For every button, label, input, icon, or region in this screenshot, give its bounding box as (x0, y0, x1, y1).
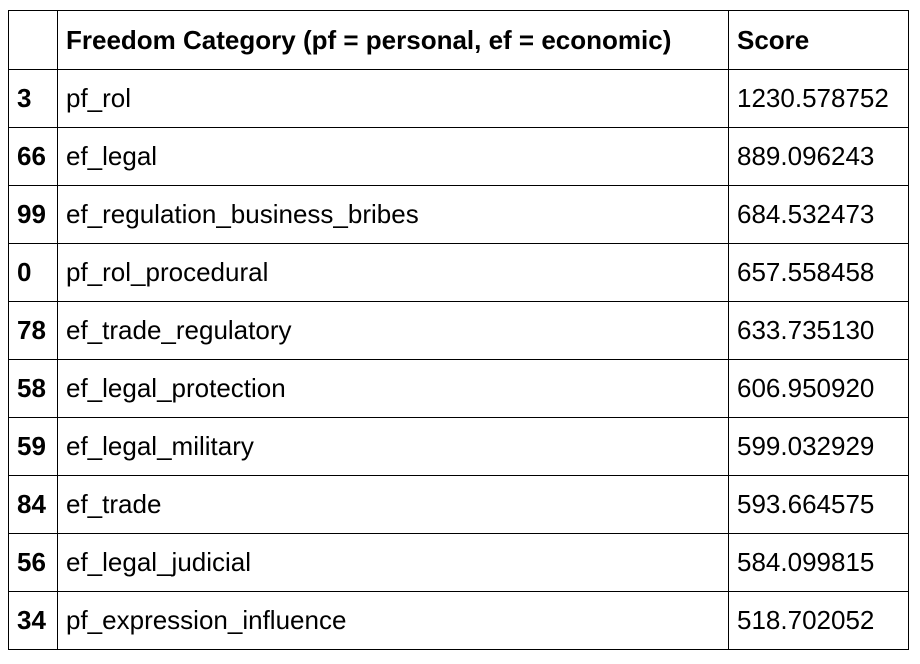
score-header: Score (728, 10, 909, 70)
row-score: 593.664575 (728, 475, 909, 534)
table-row: 59 ef_legal_military 599.032929 (8, 417, 909, 476)
row-score: 584.099815 (728, 533, 909, 592)
row-category: ef_legal_protection (57, 359, 729, 418)
table-row: 56 ef_legal_judicial 584.099815 (8, 533, 909, 592)
table-row: 34 pf_expression_influence 518.702052 (8, 591, 909, 650)
row-category: pf_rol_procedural (57, 243, 729, 302)
row-index: 58 (8, 359, 58, 418)
row-index: 3 (8, 69, 58, 128)
row-index: 56 (8, 533, 58, 592)
row-score: 684.532473 (728, 185, 909, 244)
index-header (8, 10, 58, 70)
row-index: 59 (8, 417, 58, 476)
category-header: Freedom Category (pf = personal, ef = ec… (57, 10, 729, 70)
row-score: 633.735130 (728, 301, 909, 360)
row-category: ef_trade_regulatory (57, 301, 729, 360)
table-row: 84 ef_trade 593.664575 (8, 475, 909, 534)
row-category: ef_regulation_business_bribes (57, 185, 729, 244)
row-score: 518.702052 (728, 591, 909, 650)
row-category: pf_expression_influence (57, 591, 729, 650)
table-row: 99 ef_regulation_business_bribes 684.532… (8, 185, 909, 244)
row-score: 606.950920 (728, 359, 909, 418)
row-index: 99 (8, 185, 58, 244)
row-score: 889.096243 (728, 127, 909, 186)
row-index: 84 (8, 475, 58, 534)
table-row: 66 ef_legal 889.096243 (8, 127, 909, 186)
row-index: 78 (8, 301, 58, 360)
row-score: 599.032929 (728, 417, 909, 476)
row-index: 66 (8, 127, 58, 186)
table-row: 58 ef_legal_protection 606.950920 (8, 359, 909, 418)
row-category: ef_legal_judicial (57, 533, 729, 592)
table-row: 78 ef_trade_regulatory 633.735130 (8, 301, 909, 360)
table-header-row: Freedom Category (pf = personal, ef = ec… (8, 10, 909, 70)
row-category: ef_trade (57, 475, 729, 534)
row-index: 34 (8, 591, 58, 650)
row-category: ef_legal_military (57, 417, 729, 476)
freedom-score-table: Freedom Category (pf = personal, ef = ec… (8, 10, 909, 650)
row-score: 657.558458 (728, 243, 909, 302)
table-row: 3 pf_rol 1230.578752 (8, 69, 909, 128)
row-score: 1230.578752 (728, 69, 909, 128)
row-category: pf_rol (57, 69, 729, 128)
table-row: 0 pf_rol_procedural 657.558458 (8, 243, 909, 302)
row-index: 0 (8, 243, 58, 302)
row-category: ef_legal (57, 127, 729, 186)
